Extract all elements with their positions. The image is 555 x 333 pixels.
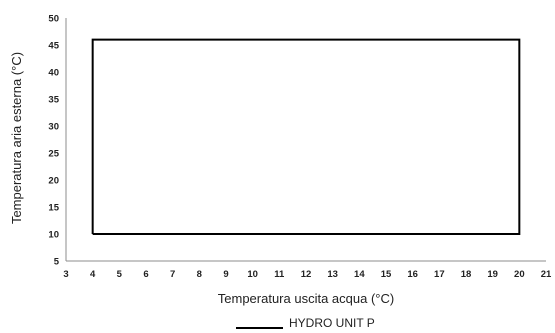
y-tick-label: 15 — [48, 203, 59, 214]
legend-label-hydro-unit-p: HYDRO UNIT P — [289, 316, 375, 330]
y-tick-label: 40 — [48, 68, 59, 79]
x-tick-label: 10 — [247, 269, 258, 280]
y-tick-label: 25 — [48, 149, 59, 160]
x-tick-label: 12 — [301, 269, 312, 280]
axes — [65, 18, 546, 262]
y-tick-label: 30 — [48, 122, 59, 133]
x-tick-label: 6 — [143, 269, 148, 280]
x-tick-label: 9 — [223, 269, 228, 280]
x-tick-label: 11 — [274, 269, 285, 280]
x-tick-label: 17 — [434, 269, 445, 280]
x-tick-label: 3 — [63, 269, 68, 280]
x-tick-label: 16 — [407, 269, 418, 280]
x-axis-ticks: 3 4 5 6 7 8 9 10 11 12 13 14 15 16 17 18 19 20 21 — [63, 269, 552, 280]
series-line-0 — [91, 38, 521, 235]
y-tick-label: 50 — [48, 14, 59, 25]
x-tick-label: 5 — [117, 269, 123, 280]
legend: HYDRO UNIT P — [236, 316, 375, 330]
x-tick-label: 7 — [170, 269, 175, 280]
x-tick-label: 14 — [354, 269, 365, 280]
x-tick-label: 15 — [381, 269, 392, 280]
x-tick-label: 21 — [541, 269, 552, 280]
y-tick-label: 5 — [54, 257, 60, 268]
x-tick-label: 13 — [327, 269, 338, 280]
x-tick-label: 4 — [90, 269, 96, 280]
series-layer — [91, 38, 521, 235]
x-tick-label: 18 — [461, 269, 472, 280]
y-axis-title: Temperatura aria esterna (°C) — [9, 52, 24, 224]
y-tick-label: 20 — [48, 176, 59, 187]
y-tick-label: 45 — [48, 41, 59, 52]
x-tick-label: 19 — [487, 269, 498, 280]
x-tick-label: 8 — [197, 269, 202, 280]
x-tick-label: 20 — [514, 269, 525, 280]
y-axis-ticks: 5 10 15 20 25 30 35 40 45 50 — [48, 14, 59, 268]
y-tick-label: 35 — [48, 95, 59, 106]
y-tick-label: 10 — [48, 230, 59, 241]
x-axis-title: Temperatura uscita acqua (°C) — [218, 291, 394, 306]
